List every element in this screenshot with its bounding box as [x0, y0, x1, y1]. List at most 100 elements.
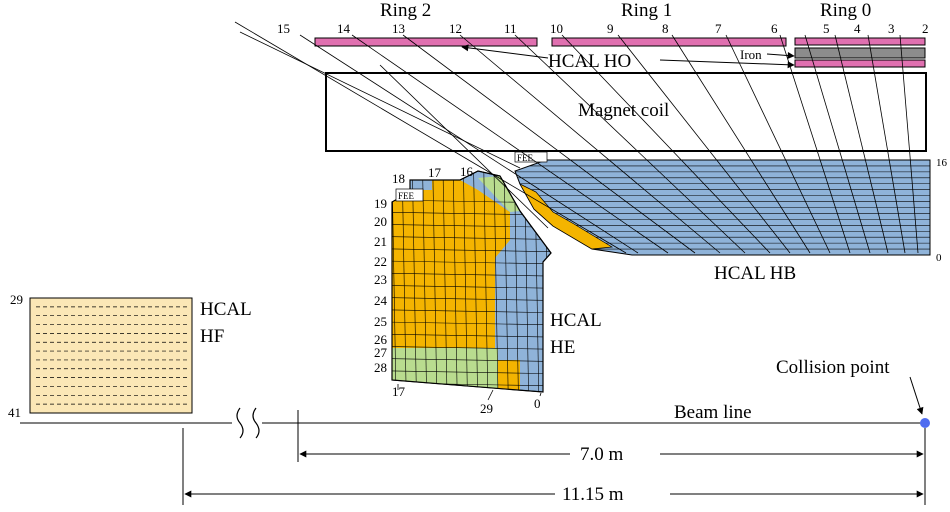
- ho-ring2-bar: [314, 37, 538, 47]
- he-eta-18: 18: [392, 171, 405, 186]
- he-bottom-label-0: 0: [534, 396, 541, 411]
- tower-line: [867, 34, 906, 254]
- he-eta-24: 24: [374, 293, 388, 308]
- he-col-line: [514, 171, 519, 392]
- tower-number-11: 11: [504, 21, 517, 36]
- tower-number-3: 3: [888, 21, 895, 36]
- collision-point-label: Collision point: [776, 357, 890, 378]
- he-col-line: [412, 171, 417, 392]
- ho-ring0-bar-top: [794, 37, 926, 46]
- he-col-line: [401, 171, 407, 392]
- tower-number-7: 7: [715, 21, 722, 36]
- tower-number-14: 14: [337, 21, 351, 36]
- he-row-line: [392, 370, 551, 375]
- tower-number-labels: 151413121110987654321: [277, 21, 929, 36]
- tower-line: [617, 34, 791, 254]
- tower-line: [351, 34, 669, 254]
- he-col-line: [493, 171, 499, 392]
- tower-line: [379, 64, 549, 229]
- hcal-ho-label: HCAL HO: [548, 51, 631, 72]
- he-top-label-16: 16: [460, 164, 474, 179]
- tower-line: [834, 34, 889, 254]
- he-green-top: [478, 176, 520, 212]
- tower-line: [239, 31, 521, 169]
- tower-number-5: 5: [823, 21, 830, 36]
- tower-line: [402, 34, 696, 254]
- he-col-line: [442, 171, 448, 392]
- he-col-line: [432, 171, 438, 392]
- tower-number-10: 10: [550, 21, 563, 36]
- he-col-line: [503, 171, 509, 392]
- he-eta-25: 25: [374, 314, 387, 329]
- hf-label-bottom: 41: [8, 405, 21, 420]
- he-col-line: [463, 171, 468, 392]
- tower-line: [514, 34, 746, 254]
- he-row-line: [392, 333, 551, 338]
- tower-number-13: 13: [392, 21, 405, 36]
- tower-line: [725, 34, 831, 254]
- he-eta-26: 26: [374, 332, 388, 347]
- he-col-line: [452, 171, 458, 392]
- iron-arrow: [766, 52, 795, 60]
- he-row-line: [392, 346, 551, 350]
- hcal-hf-label-2: HF: [200, 326, 224, 347]
- tower-number-15: 15: [277, 21, 290, 36]
- tower-line: [459, 34, 721, 254]
- tower-line: [299, 34, 639, 254]
- collision-point-dot: [920, 418, 930, 428]
- hb-fee-box: [514, 151, 548, 163]
- he-bottom-label-29: 29: [480, 401, 493, 416]
- he-col-line: [392, 171, 397, 392]
- he-row-line: [392, 224, 551, 228]
- he-bottom-label-17: 17: [392, 384, 406, 399]
- tower-number-8: 8: [662, 21, 669, 36]
- hcal-he-label-2: HE: [550, 337, 575, 358]
- hb-layer-bottom: 0: [936, 252, 942, 264]
- he-eta-22: 22: [374, 254, 387, 269]
- tower-line: [779, 34, 851, 254]
- hcal-hb: [514, 151, 931, 256]
- he-row-line: [392, 297, 551, 301]
- he-eta-21: 21: [374, 234, 387, 249]
- dist-11-label: 11.15 m: [562, 484, 624, 505]
- tower-number-9: 9: [607, 21, 614, 36]
- he-row-line: [392, 358, 551, 362]
- tower-line: [804, 34, 871, 254]
- tower-line: [561, 34, 771, 254]
- tower-number-4: 4: [854, 21, 861, 36]
- hcal-hf-label-1: HCAL: [200, 299, 252, 320]
- hcal-hb-label: HCAL HB: [714, 263, 796, 284]
- ho-ring0-bar-bottom: [794, 59, 926, 68]
- he-row-line: [392, 248, 551, 253]
- he-col-line: [422, 171, 427, 392]
- hcal-ho: [314, 37, 926, 68]
- iron-label: Iron: [740, 47, 762, 62]
- hf-label-top: 29: [10, 292, 23, 307]
- he-row-line: [392, 309, 551, 314]
- he-eta-28: 28: [374, 360, 387, 375]
- he-top-label-17: 17: [428, 165, 442, 180]
- he-row-line: [392, 321, 551, 326]
- he-col-line: [483, 171, 489, 392]
- magnet-coil-label: Magnet coil: [578, 100, 669, 121]
- collision-point-arrow: [909, 376, 924, 415]
- ho-ring1-bar: [551, 37, 787, 47]
- beam-break-mark: [236, 407, 260, 439]
- he-eta-23: 23: [374, 272, 387, 287]
- hb-fee-label: FEE: [517, 153, 534, 163]
- he-eta-20: 20: [374, 214, 387, 229]
- tower-line: [899, 34, 919, 254]
- tower-line: [234, 21, 627, 254]
- hcal-hf: [29, 297, 193, 414]
- ho-arrow-right: [659, 59, 795, 69]
- tower-line: [671, 34, 811, 254]
- hcal-he: [391, 170, 552, 393]
- iron-block: [794, 47, 926, 59]
- tower-number-2: 2: [922, 21, 929, 36]
- hb-orange-wedge: [519, 183, 614, 250]
- ring1-label: Ring 1: [621, 0, 672, 21]
- ring0-label: Ring 0: [820, 0, 871, 21]
- ring2-label: Ring 2: [380, 0, 431, 21]
